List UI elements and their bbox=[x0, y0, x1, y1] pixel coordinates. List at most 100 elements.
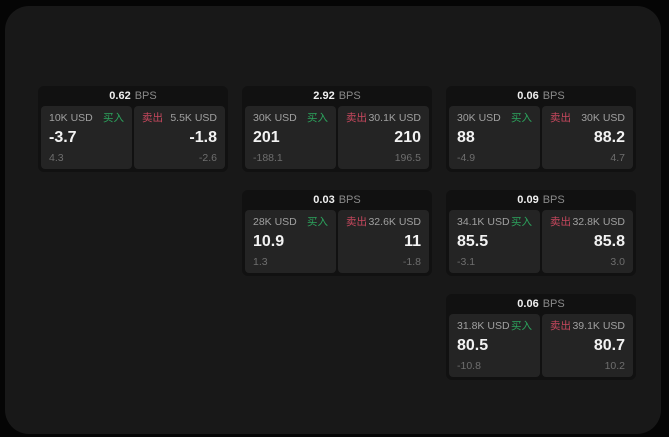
quote-card: 0.09 BPS 34.1K USD 买入 85.5 -3.1 卖出 32.8K… bbox=[446, 190, 636, 276]
sell-label: 卖出 bbox=[142, 112, 163, 124]
quote-card: 0.06 BPS 31.8K USD 买入 80.5 -10.8 卖出 39.1… bbox=[446, 294, 636, 380]
sell-price: 11 bbox=[404, 233, 421, 250]
bps-unit-label: BPS bbox=[542, 194, 565, 206]
buy-amount: 31.8K USD bbox=[457, 320, 510, 332]
quote-card: 2.92 BPS 30K USD 买入 201 -188.1 卖出 30.1K … bbox=[242, 86, 432, 172]
buy-tile-header: 31.8K USD 买入 bbox=[457, 320, 532, 333]
sell-tile[interactable]: 卖出 32.8K USD 85.8 3.0 bbox=[542, 210, 633, 273]
bps-unit-label: BPS bbox=[338, 194, 361, 206]
sell-label: 卖出 bbox=[550, 216, 571, 228]
buy-price: 201 bbox=[253, 129, 280, 146]
sell-amount: 30K USD bbox=[581, 112, 625, 124]
buy-tile[interactable]: 34.1K USD 买入 85.5 -3.1 bbox=[449, 210, 540, 273]
bps-unit-label: BPS bbox=[542, 90, 565, 102]
sell-label: 卖出 bbox=[550, 112, 571, 124]
buy-tile-header: 28K USD 买入 bbox=[253, 216, 328, 229]
sell-amount: 30.1K USD bbox=[368, 112, 421, 124]
quote-card: 0.06 BPS 30K USD 买入 88 -4.9 卖出 30K USD 8… bbox=[446, 86, 636, 172]
sell-price: 85.8 bbox=[593, 233, 625, 250]
buy-price: 88 bbox=[457, 129, 475, 146]
buy-tile-header: 30K USD 买入 bbox=[253, 112, 328, 125]
buy-tile[interactable]: 30K USD 买入 201 -188.1 bbox=[245, 106, 336, 169]
card-header: 0.06 BPS bbox=[446, 294, 636, 314]
main-panel: 0.62 BPS 10K USD 买入 -3.7 4.3 卖出 5.5K USD… bbox=[5, 6, 661, 434]
buy-label: 买入 bbox=[511, 216, 532, 228]
card-body: 30K USD 买入 88 -4.9 卖出 30K USD 88.2 4.7 bbox=[446, 106, 636, 172]
buy-tile-header: 10K USD 买入 bbox=[49, 112, 124, 125]
bps-value: 0.06 bbox=[517, 90, 539, 102]
buy-delta: 4.3 bbox=[49, 152, 64, 164]
bps-value: 0.03 bbox=[313, 194, 335, 206]
sell-tile[interactable]: 卖出 32.6K USD 11 -1.8 bbox=[338, 210, 429, 273]
sell-price: 88.2 bbox=[593, 129, 625, 146]
buy-price: 10.9 bbox=[253, 233, 285, 250]
sell-label: 卖出 bbox=[346, 216, 367, 228]
buy-label: 买入 bbox=[511, 320, 532, 332]
buy-label: 买入 bbox=[511, 112, 532, 124]
bps-value: 0.62 bbox=[109, 90, 131, 102]
buy-price: -3.7 bbox=[49, 129, 77, 146]
buy-label: 买入 bbox=[307, 216, 328, 228]
buy-delta: -4.9 bbox=[457, 152, 476, 164]
sell-delta: -1.8 bbox=[402, 256, 421, 268]
card-body: 10K USD 买入 -3.7 4.3 卖出 5.5K USD -1.8 -2.… bbox=[38, 106, 228, 172]
buy-amount: 30K USD bbox=[253, 112, 297, 124]
buy-delta: -10.8 bbox=[457, 360, 481, 372]
bps-value: 2.92 bbox=[313, 90, 335, 102]
card-body: 31.8K USD 买入 80.5 -10.8 卖出 39.1K USD 80.… bbox=[446, 314, 636, 380]
buy-tile-header: 30K USD 买入 bbox=[457, 112, 532, 125]
sell-delta: 196.5 bbox=[394, 152, 421, 164]
card-header: 2.92 BPS bbox=[242, 86, 432, 106]
bps-value: 0.09 bbox=[517, 194, 539, 206]
sell-tile-header: 卖出 30.1K USD bbox=[346, 112, 421, 125]
quote-card: 0.62 BPS 10K USD 买入 -3.7 4.3 卖出 5.5K USD… bbox=[38, 86, 228, 172]
sell-delta: 3.0 bbox=[610, 256, 625, 268]
buy-tile[interactable]: 28K USD 买入 10.9 1.3 bbox=[245, 210, 336, 273]
card-header: 0.62 BPS bbox=[38, 86, 228, 106]
card-header: 0.09 BPS bbox=[446, 190, 636, 210]
sell-delta: 4.7 bbox=[610, 152, 625, 164]
buy-label: 买入 bbox=[307, 112, 328, 124]
buy-amount: 10K USD bbox=[49, 112, 93, 124]
sell-tile-header: 卖出 39.1K USD bbox=[550, 320, 625, 333]
buy-amount: 30K USD bbox=[457, 112, 501, 124]
sell-amount: 32.8K USD bbox=[572, 216, 625, 228]
card-body: 30K USD 买入 201 -188.1 卖出 30.1K USD 210 1… bbox=[242, 106, 432, 172]
quote-card: 0.03 BPS 28K USD 买入 10.9 1.3 卖出 32.6K US… bbox=[242, 190, 432, 276]
sell-tile[interactable]: 卖出 39.1K USD 80.7 10.2 bbox=[542, 314, 633, 377]
card-body: 34.1K USD 买入 85.5 -3.1 卖出 32.8K USD 85.8… bbox=[446, 210, 636, 276]
sell-tile[interactable]: 卖出 30K USD 88.2 4.7 bbox=[542, 106, 633, 169]
buy-tile-header: 34.1K USD 买入 bbox=[457, 216, 532, 229]
buy-price: 85.5 bbox=[457, 233, 489, 250]
buy-amount: 28K USD bbox=[253, 216, 297, 228]
sell-delta: -2.6 bbox=[198, 152, 217, 164]
bps-unit-label: BPS bbox=[542, 298, 565, 310]
card-header: 0.06 BPS bbox=[446, 86, 636, 106]
card-header: 0.03 BPS bbox=[242, 190, 432, 210]
sell-tile-header: 卖出 5.5K USD bbox=[142, 112, 217, 125]
bps-unit-label: BPS bbox=[338, 90, 361, 102]
sell-price: -1.8 bbox=[189, 129, 217, 146]
buy-tile[interactable]: 10K USD 买入 -3.7 4.3 bbox=[41, 106, 132, 169]
sell-tile-header: 卖出 32.6K USD bbox=[346, 216, 421, 229]
sell-tile[interactable]: 卖出 30.1K USD 210 196.5 bbox=[338, 106, 429, 169]
buy-amount: 34.1K USD bbox=[457, 216, 510, 228]
buy-delta: 1.3 bbox=[253, 256, 268, 268]
bps-value: 0.06 bbox=[517, 298, 539, 310]
sell-label: 卖出 bbox=[550, 320, 571, 332]
sell-tile-header: 卖出 30K USD bbox=[550, 112, 625, 125]
sell-label: 卖出 bbox=[346, 112, 367, 124]
buy-label: 买入 bbox=[103, 112, 124, 124]
buy-tile[interactable]: 30K USD 买入 88 -4.9 bbox=[449, 106, 540, 169]
card-body: 28K USD 买入 10.9 1.3 卖出 32.6K USD 11 -1.8 bbox=[242, 210, 432, 276]
buy-tile[interactable]: 31.8K USD 买入 80.5 -10.8 bbox=[449, 314, 540, 377]
sell-tile-header: 卖出 32.8K USD bbox=[550, 216, 625, 229]
sell-price: 80.7 bbox=[593, 337, 625, 354]
sell-price: 210 bbox=[394, 129, 421, 146]
buy-delta: -3.1 bbox=[457, 256, 476, 268]
sell-delta: 10.2 bbox=[604, 360, 625, 372]
quote-cards-grid: 0.62 BPS 10K USD 买入 -3.7 4.3 卖出 5.5K USD… bbox=[38, 86, 636, 380]
buy-delta: -188.1 bbox=[253, 152, 283, 164]
sell-tile[interactable]: 卖出 5.5K USD -1.8 -2.6 bbox=[134, 106, 225, 169]
